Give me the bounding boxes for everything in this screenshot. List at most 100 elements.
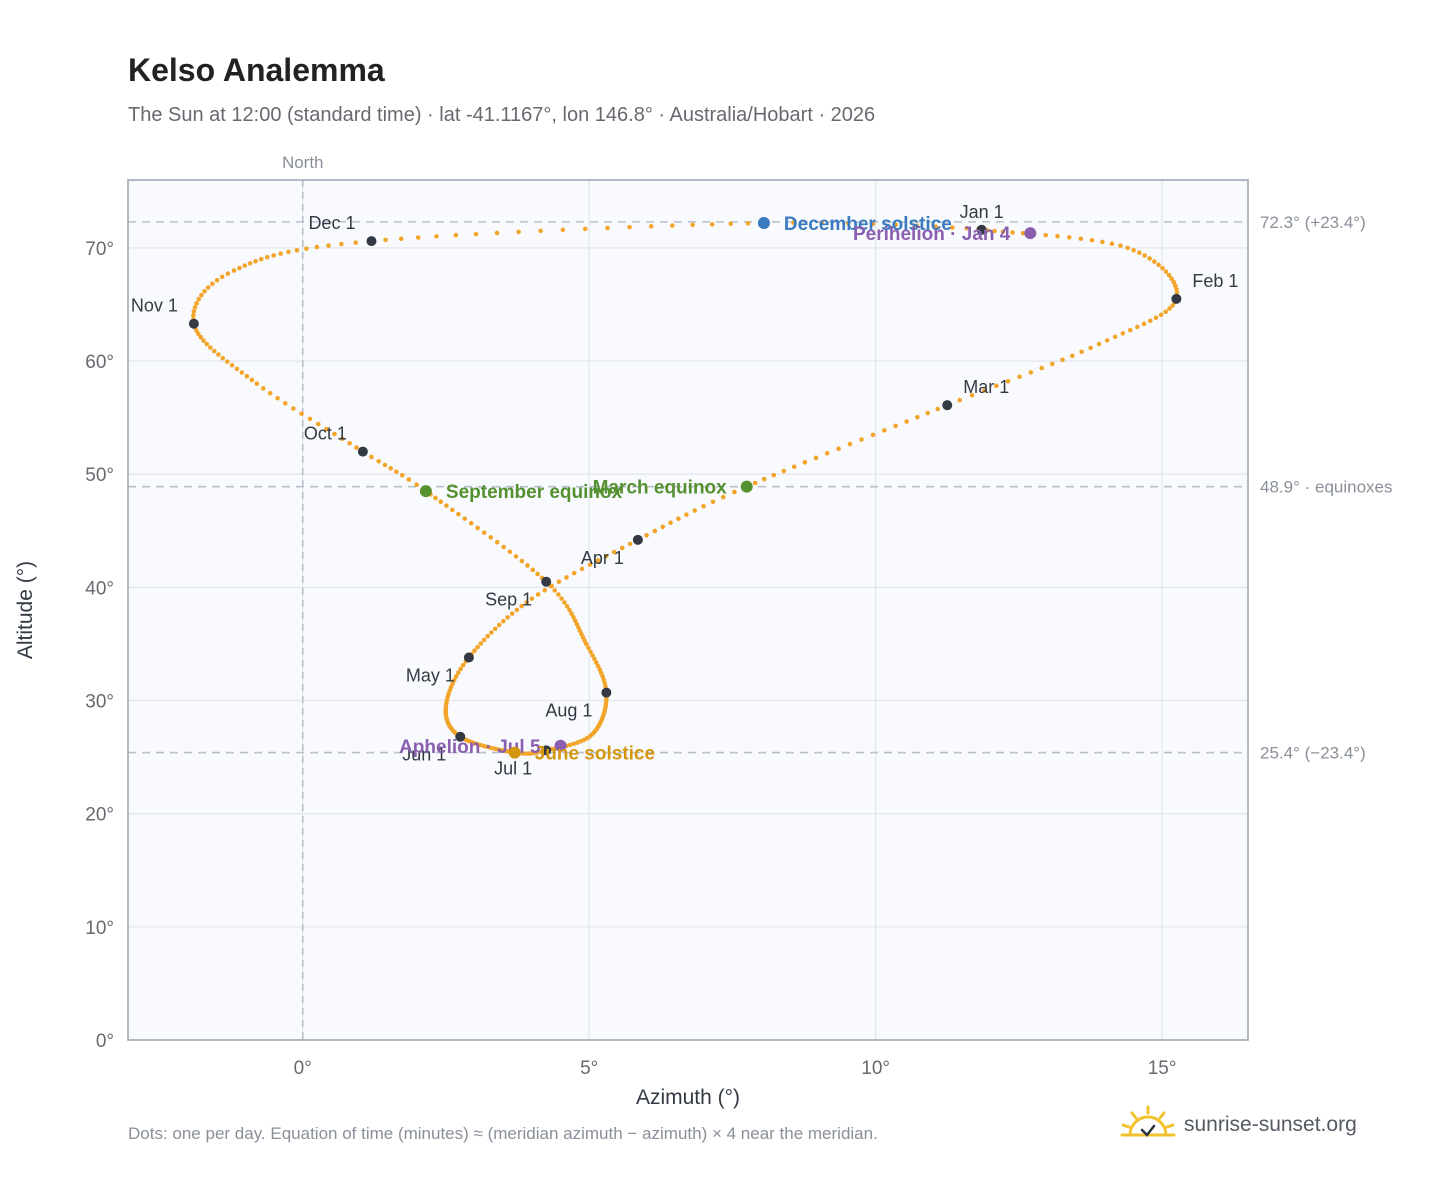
day-dot xyxy=(456,670,461,675)
day-dot xyxy=(935,406,941,412)
day-dot xyxy=(1078,236,1084,242)
day-dot xyxy=(260,386,266,391)
reference-lines: North 72.3° (+23.4°) 48.9° · equinoxes 25.4… xyxy=(128,153,1393,1040)
day-dot xyxy=(450,507,455,513)
day-dot xyxy=(253,258,258,264)
x-tick-label: 15° xyxy=(1148,1058,1177,1079)
day-dot xyxy=(1120,331,1126,336)
day-dot xyxy=(267,390,273,396)
day-dot xyxy=(195,331,201,337)
reference-line-label: 72.3° (+23.4°) xyxy=(1260,213,1366,232)
day-dot xyxy=(214,277,220,283)
day-dot xyxy=(692,508,698,513)
day-dot xyxy=(1125,245,1130,251)
day-dot xyxy=(1167,306,1172,311)
chart-subtitle: The Sun at 12:00 (standard time) · lat -… xyxy=(128,104,876,126)
day-dot xyxy=(216,352,221,357)
month-marker xyxy=(541,576,552,587)
day-dot xyxy=(720,494,726,500)
day-dot xyxy=(332,431,337,437)
day-dot xyxy=(567,607,572,613)
day-dot xyxy=(644,533,649,538)
day-dot xyxy=(1043,232,1049,238)
day-dot xyxy=(915,414,920,420)
month-label: Feb 1 xyxy=(1192,271,1238,291)
day-dot xyxy=(538,228,543,234)
day-dot xyxy=(1028,370,1034,375)
day-dot xyxy=(473,231,479,237)
reference-line-label: 48.9° · equinoxes xyxy=(1260,478,1393,497)
day-dot xyxy=(462,516,468,521)
day-dot xyxy=(529,596,535,601)
day-dot xyxy=(1141,321,1147,327)
day-dot xyxy=(339,241,344,247)
brand-logo[interactable]: sunrise-sunset.org xyxy=(1120,1100,1357,1150)
day-dot xyxy=(481,530,487,535)
day-dot xyxy=(271,253,276,258)
month-label: Apr 1 xyxy=(581,548,624,568)
plot-frame xyxy=(127,179,1249,1041)
day-dot xyxy=(456,511,461,517)
day-dot xyxy=(1131,247,1136,253)
day-dot xyxy=(494,230,500,236)
day-dot xyxy=(1017,374,1022,380)
month-label: Nov 1 xyxy=(131,296,178,316)
y-tick-label: 50° xyxy=(85,465,114,486)
day-dot xyxy=(882,428,887,433)
day-dot xyxy=(1163,309,1168,314)
brand-name: sunrise-sunset.org xyxy=(1184,1113,1357,1136)
day-dot xyxy=(535,571,540,577)
day-dot xyxy=(893,423,898,429)
day-dot xyxy=(605,225,610,231)
day-dot xyxy=(239,370,245,375)
month-marker xyxy=(366,236,377,247)
day-dot xyxy=(552,588,558,593)
day-dot xyxy=(690,222,696,228)
day-dot xyxy=(684,512,689,517)
day-dot xyxy=(761,476,767,482)
day-dot xyxy=(192,305,198,310)
x-tick-label: 10° xyxy=(861,1058,890,1079)
north-label: North xyxy=(282,153,324,172)
day-dot xyxy=(535,592,541,597)
day-dot xyxy=(202,289,207,294)
day-dot xyxy=(870,432,876,438)
day-dot xyxy=(237,265,242,271)
day-dot xyxy=(211,348,217,354)
day-dot xyxy=(264,254,270,260)
y-tick-label: 0° xyxy=(96,1031,114,1052)
day-dot xyxy=(752,480,758,486)
event-label: March equinox xyxy=(593,478,728,499)
day-dot xyxy=(354,445,359,450)
day-dot xyxy=(1109,241,1115,246)
day-dot xyxy=(904,419,909,424)
day-dot xyxy=(513,554,519,559)
day-dot xyxy=(652,528,658,534)
day-dot xyxy=(1147,318,1153,324)
day-dot xyxy=(1160,265,1165,271)
day-dot xyxy=(1158,312,1164,318)
day-dot xyxy=(278,251,284,256)
day-dot xyxy=(627,224,632,230)
day-dot xyxy=(870,221,876,227)
day-dot xyxy=(507,549,513,555)
day-dot xyxy=(1005,378,1011,384)
day-dot xyxy=(660,524,666,530)
day-dot xyxy=(611,549,617,555)
day-dot xyxy=(571,570,577,576)
y-axis-label: Altitude (°) xyxy=(14,561,37,659)
day-dot xyxy=(376,459,381,464)
day-dot xyxy=(588,649,593,654)
day-dot xyxy=(314,244,320,250)
event-label: Perihelion · Jan 4 xyxy=(853,224,1011,245)
day-dot xyxy=(414,482,419,488)
day-dot xyxy=(434,234,439,239)
month-marker xyxy=(601,687,612,698)
day-dot xyxy=(234,366,240,372)
y-tick-label: 30° xyxy=(85,692,114,713)
day-dot xyxy=(859,437,864,442)
day-dot xyxy=(258,256,264,262)
sun-logo-icon xyxy=(1120,1105,1176,1137)
day-dot xyxy=(1163,269,1169,274)
